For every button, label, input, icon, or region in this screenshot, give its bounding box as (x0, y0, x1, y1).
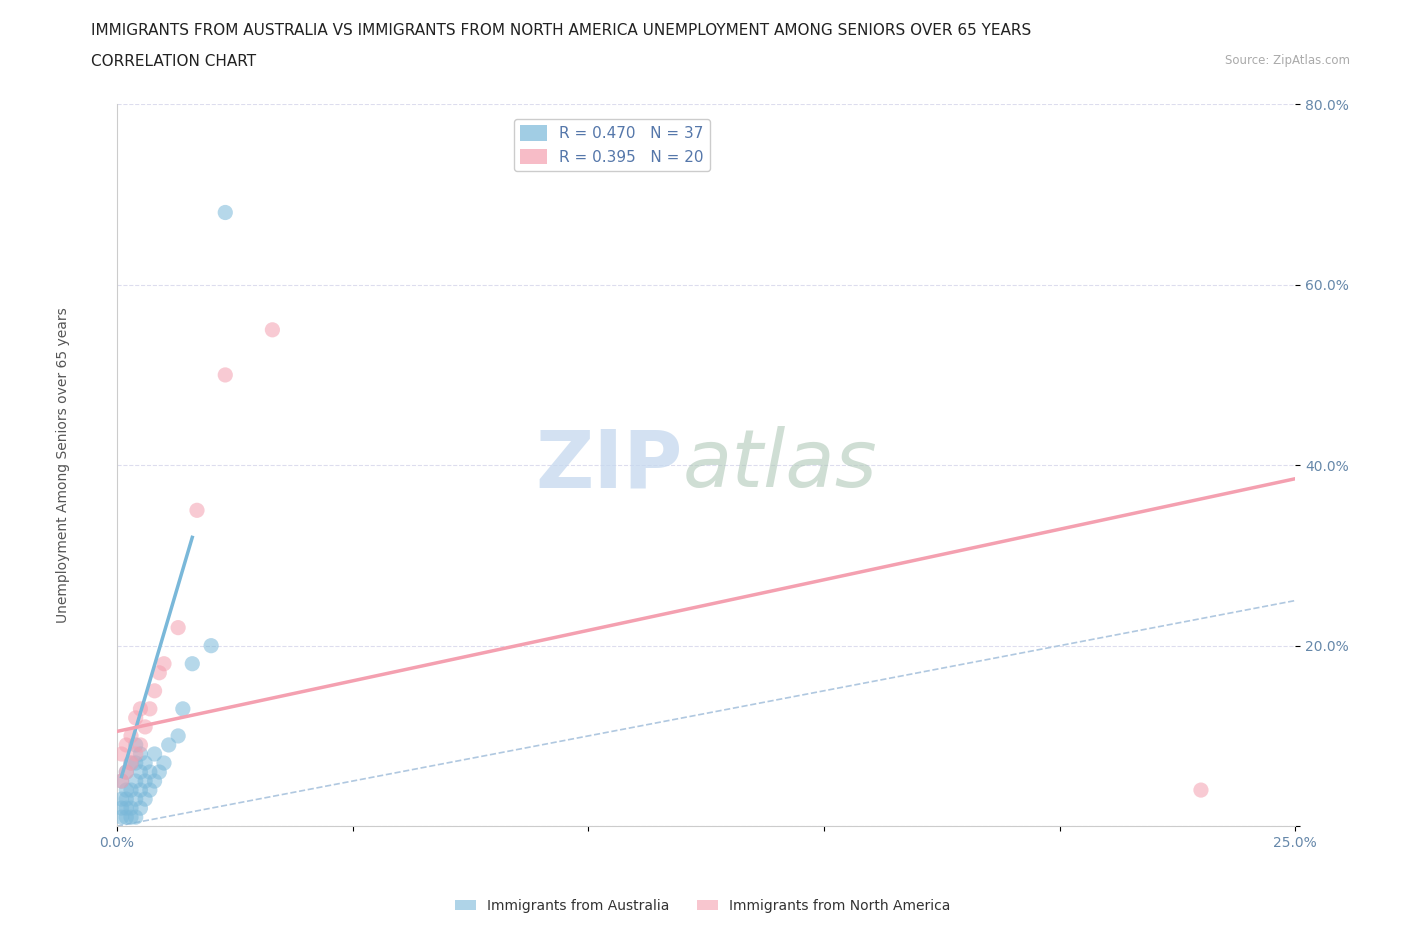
Point (167, 728, 190, 743)
Point (129, 701, 152, 716)
Point (115, 801, 138, 816)
Point (120, 783, 142, 798)
Point (167, 620, 190, 635)
Point (143, 684, 166, 698)
Point (115, 737, 138, 752)
Point (139, 701, 162, 716)
Point (125, 791, 148, 806)
Point (110, 810, 132, 825)
Point (186, 503, 208, 518)
Text: atlas: atlas (682, 426, 877, 504)
Point (115, 764, 138, 779)
Point (139, 764, 162, 779)
Point (110, 791, 132, 806)
Point (110, 774, 132, 789)
Legend: R = 0.470   N = 37, R = 0.395   N = 20: R = 0.470 N = 37, R = 0.395 N = 20 (513, 119, 710, 171)
Point (110, 801, 132, 816)
Point (157, 737, 180, 752)
Point (120, 728, 142, 743)
Point (129, 801, 152, 816)
Text: CORRELATION CHART: CORRELATION CHART (91, 54, 256, 69)
Point (120, 810, 142, 825)
Point (214, 367, 236, 382)
Point (125, 711, 148, 725)
Point (153, 755, 176, 770)
Point (125, 755, 148, 770)
Point (115, 764, 138, 779)
Point (134, 791, 156, 806)
Point (125, 737, 148, 752)
Point (129, 747, 152, 762)
Point (115, 783, 138, 798)
Point (181, 657, 204, 671)
Point (120, 755, 142, 770)
Point (214, 205, 236, 219)
Point (148, 764, 170, 779)
Point (129, 764, 152, 779)
Point (134, 720, 156, 735)
Point (134, 755, 156, 770)
Point (120, 755, 142, 770)
Point (125, 810, 148, 825)
Point (139, 783, 162, 798)
Point (172, 701, 194, 716)
Point (153, 657, 176, 671)
Point (110, 747, 132, 762)
Point (120, 801, 142, 816)
Legend: Immigrants from Australia, Immigrants from North America: Immigrants from Australia, Immigrants fr… (450, 894, 956, 919)
Point (143, 747, 166, 762)
Point (115, 810, 138, 825)
Point (125, 774, 148, 789)
Point (125, 747, 148, 762)
Point (129, 783, 152, 798)
Text: Source: ZipAtlas.com: Source: ZipAtlas.com (1225, 54, 1350, 67)
Point (143, 774, 166, 789)
Point (129, 737, 152, 752)
Point (148, 665, 170, 680)
Point (115, 791, 138, 806)
Text: Unemployment Among Seniors over 65 years: Unemployment Among Seniors over 65 years (56, 307, 70, 623)
Point (110, 774, 132, 789)
Point (1189, 783, 1212, 798)
Text: ZIP: ZIP (536, 426, 682, 504)
Point (200, 638, 222, 653)
Point (134, 774, 156, 789)
Point (262, 323, 284, 338)
Text: IMMIGRANTS FROM AUSTRALIA VS IMMIGRANTS FROM NORTH AMERICA UNEMPLOYMENT AMONG SE: IMMIGRANTS FROM AUSTRALIA VS IMMIGRANTS … (91, 23, 1032, 38)
